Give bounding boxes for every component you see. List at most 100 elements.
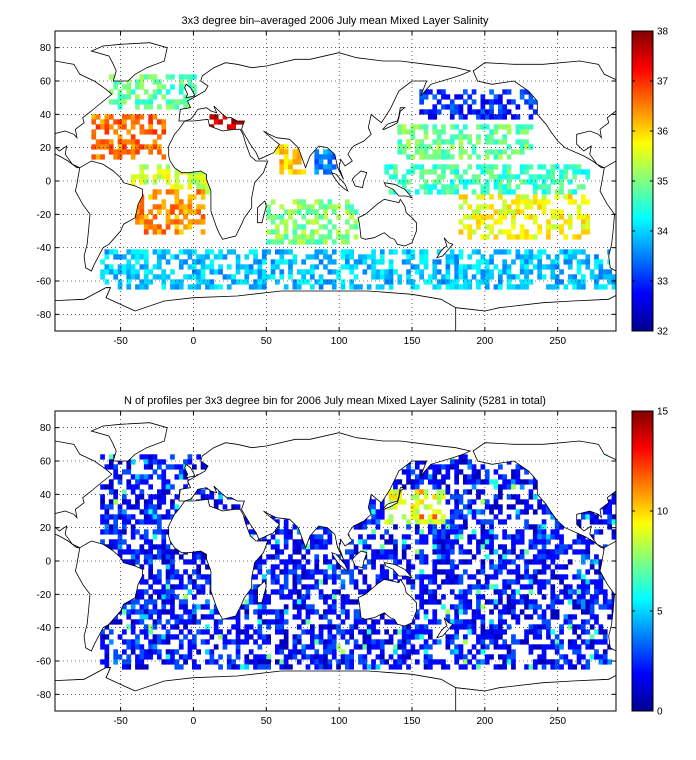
bin-cell xyxy=(231,249,236,255)
bin-cell xyxy=(314,149,320,155)
bin-cell xyxy=(458,179,464,185)
bin-cell xyxy=(209,489,215,495)
bin-cell xyxy=(353,624,359,630)
bin-cell xyxy=(323,659,328,665)
bin-cell xyxy=(349,209,354,215)
bin-cell xyxy=(318,594,324,600)
bin-cell xyxy=(493,484,499,490)
bin-cell xyxy=(476,249,481,255)
bin-cell xyxy=(130,249,136,255)
bin-cell xyxy=(541,659,547,665)
bin-cell xyxy=(436,149,442,155)
bin-cell xyxy=(528,259,534,265)
bin-cell xyxy=(323,214,328,220)
bin-cell xyxy=(183,634,188,640)
bin-cell xyxy=(476,214,481,220)
bin-cell xyxy=(235,654,241,660)
bin-cell xyxy=(541,504,547,510)
bin-cell xyxy=(532,184,538,190)
bin-cell xyxy=(414,164,420,170)
bin-cell xyxy=(375,619,381,625)
bin-cell xyxy=(546,284,551,290)
bin-cell xyxy=(506,234,512,240)
bin-cell xyxy=(226,274,232,280)
bin-cell xyxy=(139,594,145,600)
bin-cell xyxy=(323,209,328,215)
bin-cell xyxy=(532,604,538,610)
bin-cell xyxy=(506,109,512,115)
bin-cell xyxy=(480,109,486,115)
bin-cell xyxy=(541,614,547,620)
bin-cell xyxy=(480,529,486,535)
bin-cell xyxy=(301,234,306,240)
bin-cell xyxy=(336,204,341,210)
bin-cell xyxy=(445,614,451,620)
bin-cell xyxy=(165,619,171,625)
bin-cell xyxy=(139,654,145,660)
bin-cell xyxy=(318,164,324,170)
bin-cell xyxy=(476,259,481,265)
bin-cell xyxy=(463,514,468,520)
bin-cell xyxy=(266,594,271,600)
bin-cell xyxy=(498,194,503,200)
y-tick-label: 40 xyxy=(40,490,52,501)
bin-cell xyxy=(454,594,459,600)
bin-cell xyxy=(117,94,123,100)
bin-cell xyxy=(519,509,525,515)
bin-cell xyxy=(388,554,394,560)
bin-cell xyxy=(432,609,438,615)
bin-cell xyxy=(165,529,171,535)
bin-cell xyxy=(471,619,477,625)
bin-cell xyxy=(432,529,438,535)
bin-cell xyxy=(253,594,258,600)
bin-cell xyxy=(480,604,486,610)
bin-cell xyxy=(279,254,285,260)
bin-cell xyxy=(449,579,455,585)
bin-cell xyxy=(318,659,324,665)
bin-cell xyxy=(187,649,193,655)
bin-cell xyxy=(205,604,210,610)
bin-cell xyxy=(458,544,464,550)
bin-cell xyxy=(345,209,350,215)
bin-cell xyxy=(108,114,114,120)
bin-cell xyxy=(122,144,127,150)
bin-cell xyxy=(283,164,289,170)
bin-cell xyxy=(275,549,280,555)
bin-cell xyxy=(563,234,569,240)
bin-cell xyxy=(471,209,477,215)
bin-cell xyxy=(100,644,105,650)
bin-cell xyxy=(170,614,175,620)
bin-cell xyxy=(296,199,302,205)
bin-cell xyxy=(270,259,276,265)
bin-cell xyxy=(257,624,263,630)
bin-cell xyxy=(449,509,455,515)
coastline-japan xyxy=(382,487,406,510)
bin-cell xyxy=(310,629,315,635)
bin-cell xyxy=(226,249,232,255)
bin-cell xyxy=(541,209,547,215)
bin-cell xyxy=(449,134,455,140)
bin-cell xyxy=(550,574,556,580)
bin-cell xyxy=(550,209,556,215)
bin-cell xyxy=(310,604,315,610)
bin-cell xyxy=(559,179,564,185)
bin-cell xyxy=(122,489,127,495)
bin-cell xyxy=(410,634,416,640)
bin-cell xyxy=(602,269,608,275)
bin-cell xyxy=(467,139,473,145)
bin-cell xyxy=(371,529,376,535)
bin-cell xyxy=(310,584,315,590)
bin-cell xyxy=(148,474,153,480)
bin-cell xyxy=(174,199,180,205)
x-tick-label: 100 xyxy=(331,336,348,347)
bin-cell xyxy=(559,664,564,670)
bin-cell xyxy=(467,104,473,110)
bin-cell xyxy=(100,529,105,535)
bin-cell xyxy=(340,279,346,285)
bin-cell xyxy=(410,619,416,625)
bin-cell xyxy=(130,629,136,635)
bin-cell xyxy=(379,514,385,520)
bin-cell xyxy=(524,549,529,555)
bin-cell xyxy=(349,554,354,560)
bin-cell xyxy=(567,164,573,170)
